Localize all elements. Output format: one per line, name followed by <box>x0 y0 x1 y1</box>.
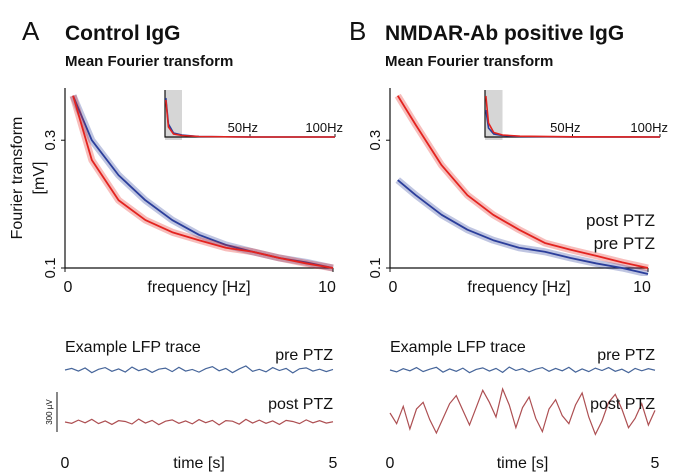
trace-line <box>64 418 334 426</box>
trace-label: pre PTZ <box>275 347 333 364</box>
x-tick-label: 0 <box>64 279 73 296</box>
x-tick-label: 0 <box>61 455 70 472</box>
x-axis-label: frequency [Hz] <box>467 279 570 296</box>
inset-highlight <box>485 90 503 140</box>
trace-line <box>389 387 656 436</box>
y-tick-label: 0.3 <box>367 130 384 151</box>
inset-tick-label: 100Hz <box>305 120 343 135</box>
y-axis-label: [mV] <box>31 162 48 195</box>
chart-subtitle: Mean Fourier transform <box>385 53 553 70</box>
inset-tick-label: 50Hz <box>550 120 580 135</box>
trace-title: Example LFP trace <box>390 339 526 356</box>
trace-label: post PTZ <box>590 396 655 413</box>
chart-title: NMDAR-Ab positive IgG <box>385 22 624 45</box>
x-axis-label: frequency [Hz] <box>147 279 250 296</box>
y-tick-label: 0.1 <box>42 258 59 279</box>
trace-label: pre PTZ <box>597 347 655 364</box>
plot-area <box>394 93 649 276</box>
x-axis-label: time [s] <box>173 455 225 472</box>
series-line <box>397 179 649 275</box>
inset-tick-label: 100Hz <box>630 120 668 135</box>
series-line <box>396 95 649 269</box>
plot-area <box>69 94 334 272</box>
x-tick-label: 0 <box>389 279 398 296</box>
chart-subtitle: Mean Fourier transform <box>65 53 233 70</box>
chart-title: Control IgG <box>65 22 180 45</box>
trace-line <box>64 365 334 374</box>
y-axis-label: Fourier transform <box>9 117 26 240</box>
x-axis-label: time [s] <box>497 455 549 472</box>
panel-letter: A <box>22 16 40 46</box>
scale-bar-label: 300 µV <box>45 399 54 425</box>
x-tick-label: 0 <box>386 455 395 472</box>
legend-label: pre PTZ <box>594 234 655 253</box>
panel-letter: B <box>349 16 366 46</box>
legend-label: post PTZ <box>586 211 655 230</box>
x-tick-label: 10 <box>633 279 651 296</box>
inset-line <box>485 95 661 138</box>
inset-tick-label: 50Hz <box>228 120 258 135</box>
y-tick-label: 0.1 <box>367 258 384 279</box>
trace-line <box>389 366 656 374</box>
y-tick-label: 0.3 <box>42 130 59 151</box>
trace-title: Example LFP trace <box>65 339 201 356</box>
x-tick-label: 10 <box>318 279 336 296</box>
series-line <box>72 95 334 269</box>
inset-line <box>165 99 335 138</box>
x-tick-label: 5 <box>329 455 338 472</box>
trace-label: post PTZ <box>268 396 333 413</box>
x-tick-label: 5 <box>651 455 660 472</box>
